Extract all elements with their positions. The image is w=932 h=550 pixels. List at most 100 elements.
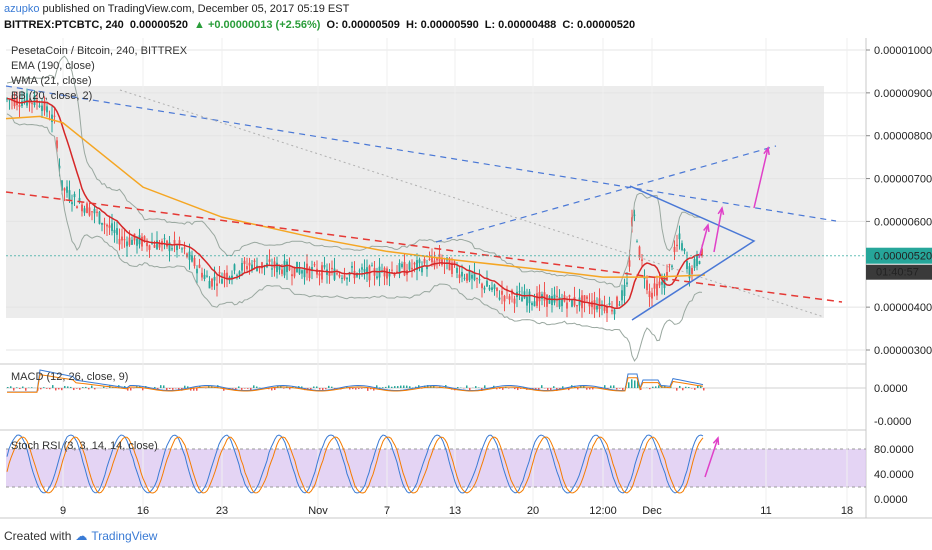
candle-body — [636, 241, 638, 243]
macd-histogram-bar — [196, 388, 198, 391]
macd-line — [7, 369, 704, 393]
candle-body — [143, 236, 146, 242]
candle-body — [358, 270, 361, 272]
candle-body — [543, 292, 546, 301]
candle-body — [701, 248, 703, 256]
macd-histogram-bar — [112, 387, 114, 388]
publish-info: azupko published on TradingView.com, Dec… — [4, 3, 349, 15]
macd-histogram-bar — [103, 386, 105, 388]
candle-body — [238, 271, 241, 275]
macd-histogram-bar — [550, 388, 552, 391]
candle-body — [46, 106, 48, 113]
candle-body — [691, 268, 693, 275]
legend-wma[interactable]: WMA (21, close) — [11, 75, 92, 87]
candle-body — [131, 239, 133, 245]
legend-macd[interactable]: MACD (12, 26, close, 9) — [11, 371, 129, 383]
candle-body — [201, 272, 203, 278]
candle-body — [126, 241, 128, 247]
macd-histogram-bar — [640, 388, 642, 391]
published-text: published on TradingView.com, December 0… — [42, 3, 350, 15]
candle-body — [51, 114, 53, 123]
macd-histogram-bar — [634, 380, 636, 388]
candle-body — [81, 204, 83, 212]
macd-histogram-bar — [313, 386, 315, 388]
author-link[interactable]: azupko — [4, 3, 40, 15]
candle-body — [546, 294, 548, 307]
candle-body — [111, 223, 113, 231]
footer-created: Created with — [4, 529, 72, 543]
macd-histogram-bar — [502, 388, 504, 390]
candle-body — [623, 284, 626, 296]
macd-histogram-bar — [628, 382, 630, 388]
candle-body — [198, 264, 201, 268]
macd-histogram-bar — [361, 388, 363, 389]
candle-body — [686, 260, 688, 270]
macd-histogram-bar — [43, 387, 45, 388]
macd-histogram-bar — [475, 386, 477, 388]
candle-body — [338, 274, 341, 277]
candle-body — [61, 180, 63, 191]
legend-main-title[interactable]: PesetaCoin / Bitcoin, 240, BITTREX — [11, 45, 188, 57]
legend-ema[interactable]: EMA (190, close) — [11, 60, 95, 72]
candle-body — [101, 222, 103, 225]
candle-body — [286, 261, 288, 273]
candle-body — [588, 302, 591, 307]
candle-body — [336, 273, 338, 275]
macd-histogram-bar — [394, 386, 396, 388]
candle-body — [176, 245, 178, 251]
footer: Created with ☁ TradingView — [4, 529, 157, 543]
candle-body — [186, 253, 188, 257]
macd-histogram-bar — [586, 388, 588, 390]
candle-body — [391, 269, 393, 271]
macd-histogram-bar — [637, 381, 639, 388]
candles — [6, 88, 703, 323]
price-axis-label: 0.00000900 — [874, 88, 932, 100]
candle-body — [558, 297, 561, 307]
candle-body — [533, 301, 536, 307]
macd-histogram-bar — [19, 388, 21, 389]
macd-histogram-bar — [424, 385, 426, 388]
current-price-label: 0.00000520 — [874, 251, 932, 263]
candle-body — [398, 263, 401, 274]
close-label: C: — [562, 19, 574, 31]
macd-histogram-bar — [682, 388, 684, 391]
forecast-arrow — [753, 147, 769, 209]
candle-body — [538, 292, 541, 302]
candle-body — [213, 276, 216, 281]
candle-body — [596, 305, 598, 310]
macd-histogram-bar — [403, 385, 405, 388]
candle-body — [256, 265, 258, 271]
candle-body — [641, 259, 643, 261]
legend-stoch[interactable]: Stoch RSI (3, 3, 14, 14, close) — [11, 440, 158, 452]
candle-body — [523, 291, 526, 299]
candle-body — [246, 266, 248, 270]
candle-body — [153, 244, 156, 248]
wma-line — [6, 97, 703, 310]
legend-bb[interactable]: BB (20, close, 2) — [11, 90, 93, 102]
candle-body — [616, 296, 618, 308]
candle-body — [366, 267, 368, 275]
candle-body — [121, 236, 123, 241]
candle-body — [68, 190, 71, 201]
candle-body — [668, 264, 671, 266]
macd-histogram-bar — [325, 388, 327, 390]
time-axis-label: 13 — [449, 505, 461, 517]
macd-histogram-bar — [691, 388, 693, 389]
macd-histogram-bar — [499, 388, 501, 389]
candle-body — [618, 304, 621, 306]
time-axis-label: 20 — [527, 505, 539, 517]
candle-body — [23, 99, 26, 102]
candle-body — [168, 242, 171, 252]
red-trendline — [5, 191, 843, 303]
footer-brand[interactable]: TradingView — [91, 529, 158, 543]
macd-histogram-bar — [622, 388, 624, 391]
macd-histogram-bar — [244, 388, 246, 389]
macd-histogram-bar — [76, 388, 78, 389]
time-axis-label: Dec — [642, 505, 662, 517]
candle-body — [21, 101, 23, 106]
macd-histogram-bar — [160, 385, 162, 388]
candle-body — [488, 287, 491, 290]
macd-histogram-bar — [52, 385, 54, 388]
current-price-box — [866, 247, 932, 264]
